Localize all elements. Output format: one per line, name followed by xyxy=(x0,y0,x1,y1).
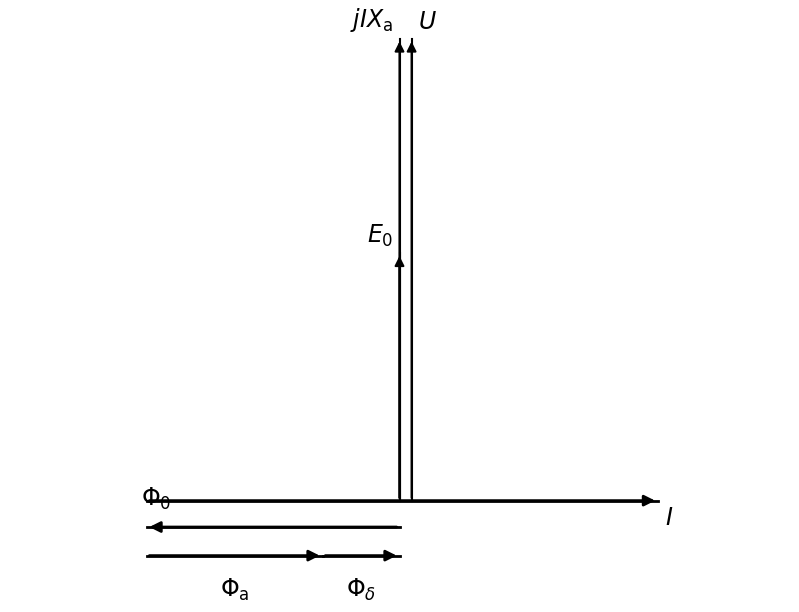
Text: $\Phi_{\mathrm{a}}$: $\Phi_{\mathrm{a}}$ xyxy=(220,577,249,603)
Text: $I$: $I$ xyxy=(665,507,673,530)
Text: $\Phi_{\delta}$: $\Phi_{\delta}$ xyxy=(346,577,376,603)
Text: $U$: $U$ xyxy=(418,12,437,34)
Text: $\Phi_0$: $\Phi_0$ xyxy=(141,485,171,512)
Text: $jIX_{\mathrm{a}}$: $jIX_{\mathrm{a}}$ xyxy=(350,6,393,34)
Text: $E_0$: $E_0$ xyxy=(367,223,393,249)
